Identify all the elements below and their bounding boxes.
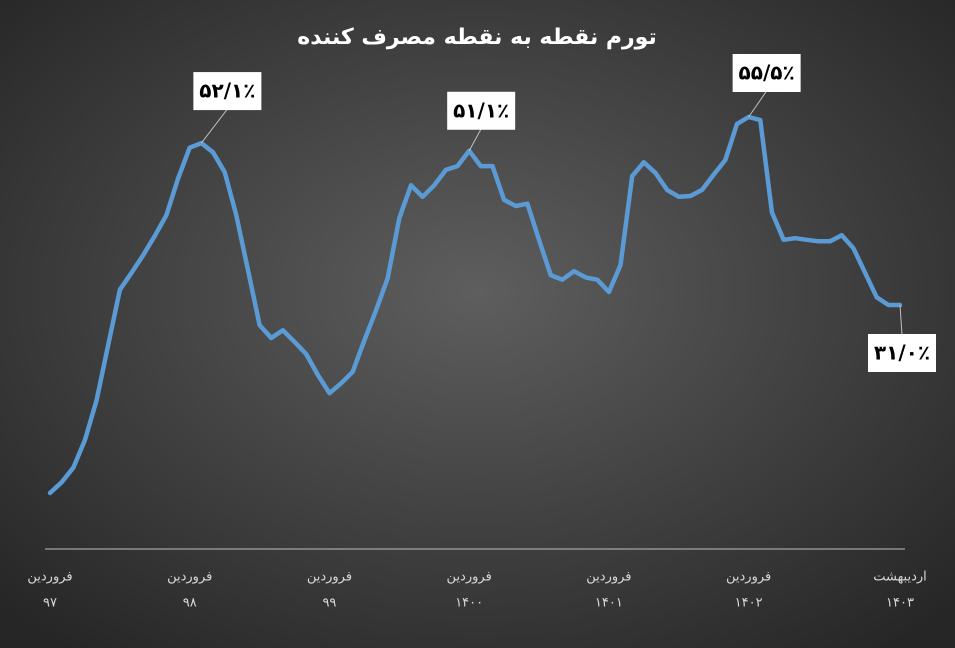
leader-line <box>200 108 228 144</box>
data-label: ۵۱/۱٪ <box>453 98 509 122</box>
label-box <box>732 54 801 92</box>
x-tick-label: ۹۹ <box>322 596 336 611</box>
label-box <box>447 91 516 130</box>
data-label: ۳۱/۰٪ <box>874 341 930 365</box>
x-tick-label: فروردین <box>167 570 212 585</box>
leader-line <box>748 90 768 118</box>
x-tick-label: ۱۴۰۳ <box>886 596 914 611</box>
x-tick-label: فروردین <box>307 570 352 585</box>
x-tick-label: ۱۴۰۲ <box>735 596 763 611</box>
x-tick-label: فروردین <box>586 570 631 585</box>
leader-line <box>468 128 482 152</box>
label-box <box>868 334 936 372</box>
x-tick-label: ۱۴۰۱ <box>595 596 623 611</box>
chart-title: تورم نقطه به نقطه مصرف کننده <box>297 25 656 50</box>
label-box <box>193 72 262 111</box>
x-tick-label: فروردین <box>447 570 492 585</box>
x-tick-label: فروردین <box>726 570 771 585</box>
x-tick-label: ۱۴۰۰ <box>455 596 483 611</box>
line <box>47 114 903 496</box>
x-tick-label: اردیبهشت <box>873 570 927 585</box>
data-label: ۵۵/۵٪ <box>739 61 795 85</box>
data-label: ۵۲/۱٪ <box>199 79 255 103</box>
x-tick-label: ۹۷ <box>43 596 57 611</box>
x-tick-label: ۹۸ <box>183 596 197 611</box>
x-tick-label: فروردین <box>27 570 72 585</box>
leader-line <box>899 304 903 336</box>
